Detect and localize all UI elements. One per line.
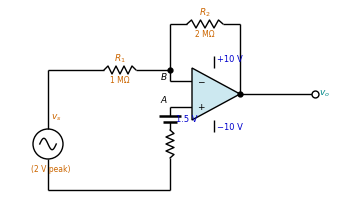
Text: 1.5 V: 1.5 V [176, 114, 198, 124]
Text: −10 V: −10 V [217, 124, 242, 132]
Polygon shape [192, 68, 240, 120]
Text: $v_o$: $v_o$ [319, 89, 330, 99]
Text: $R_2$: $R_2$ [199, 7, 211, 19]
Text: 2 MΩ: 2 MΩ [195, 30, 215, 39]
Text: $v_s$: $v_s$ [51, 113, 61, 123]
Text: (2 V peak): (2 V peak) [31, 165, 71, 174]
Text: +10 V: +10 V [217, 56, 242, 64]
Text: B: B [161, 73, 167, 82]
Text: $+$: $+$ [197, 102, 205, 112]
Text: $-$: $-$ [197, 77, 206, 85]
Text: A: A [161, 96, 167, 105]
Text: $R_1$: $R_1$ [114, 53, 126, 65]
Text: 1 MΩ: 1 MΩ [110, 76, 130, 85]
